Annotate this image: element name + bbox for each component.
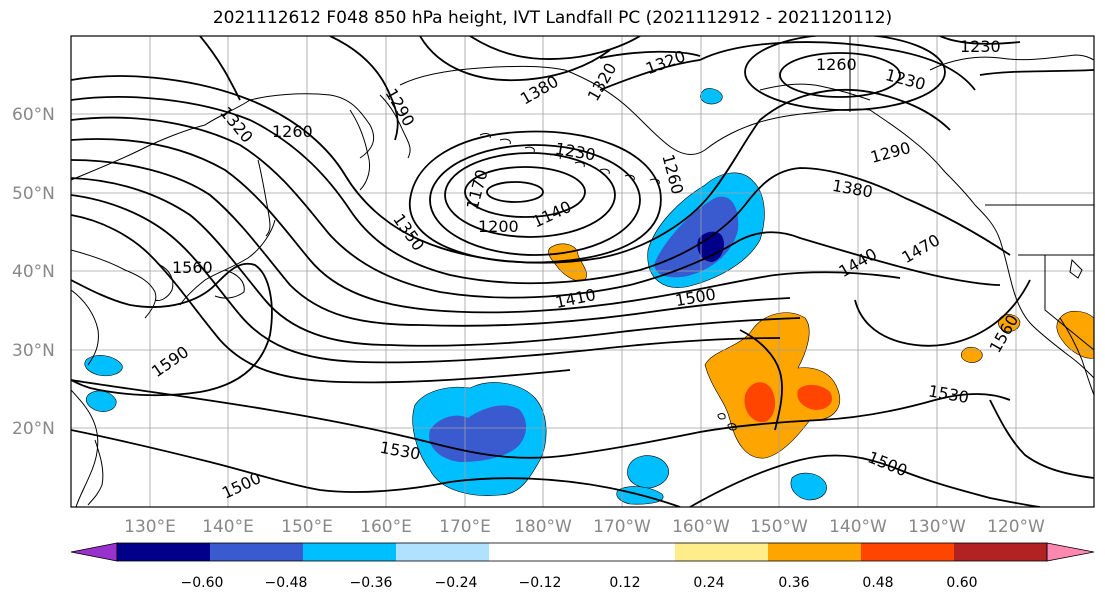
map-title: 2021112612 F048 850 hPa height, IVT Land… — [212, 8, 893, 28]
colorbar-tick-label: −0.24 — [435, 575, 478, 591]
lon-label: 120°W — [987, 517, 1045, 537]
map-frame — [70, 35, 1095, 508]
colorbar-tick-label: −0.48 — [265, 575, 308, 591]
lon-label: 170°E — [439, 517, 491, 537]
lon-label: 130°W — [908, 517, 966, 537]
colorbar-segment — [303, 543, 397, 561]
latitude-labels: 60°N 50°N 40°N 30°N 20°N — [12, 105, 55, 439]
colorbar-tick-labels: −0.60 −0.48 −0.36 −0.24 −0.12 0.12 0.24 … — [181, 575, 978, 591]
colorbar-frame — [116, 542, 1048, 562]
colorbar-tick-label: 0.24 — [693, 575, 724, 591]
contour-label: 1260 — [272, 122, 313, 141]
lon-label: 170°W — [593, 517, 651, 537]
colorbar-segment — [675, 543, 769, 561]
height-contours — [71, 36, 1094, 507]
contour-label: 1230 — [960, 37, 1001, 56]
colorbar-tick-label: 0.12 — [609, 575, 640, 591]
lon-label: 180°W — [514, 517, 572, 537]
lon-label: 140°E — [202, 517, 254, 537]
lon-label: 140°W — [829, 517, 887, 537]
colorbar-segment — [768, 543, 862, 561]
ivt-positive-patch-california-3 — [997, 314, 1021, 332]
ivt-negative-patch-south-3 — [790, 472, 827, 501]
colorbar-segment — [210, 543, 304, 561]
ivt-strong-negative-core — [697, 231, 724, 262]
lon-label: 150°E — [281, 517, 333, 537]
colorbar-tick-label: −0.36 — [350, 575, 393, 591]
lat-label: 40°N — [12, 262, 55, 282]
contour-label: 1260 — [816, 55, 857, 74]
ivt-positive-core-subtropical-2 — [797, 384, 833, 410]
lon-label: 150°W — [750, 517, 808, 537]
colorbar-segment — [582, 543, 676, 561]
colorbar-extension-low — [70, 542, 118, 562]
lon-label: 160°E — [360, 517, 412, 537]
ivt-positive-patch-california-2 — [960, 346, 983, 363]
colorbar-tick-label: 0.48 — [862, 575, 893, 591]
lat-label: 30°N — [12, 341, 55, 361]
colorbar-segment — [396, 543, 490, 561]
lat-label: 20°N — [12, 419, 55, 439]
colorbar-tick-label: 0.60 — [946, 575, 977, 591]
colorbar-segment — [489, 543, 583, 561]
colorbar — [70, 542, 1095, 562]
longitude-labels: 130°E 140°E 150°E 160°E 170°E 180°W 170°… — [124, 517, 1045, 537]
ivt-negative-patch-south — [627, 455, 669, 489]
colorbar-tick-label: 0.36 — [778, 575, 809, 591]
ivt-positive-region-subtropical — [704, 312, 840, 459]
colorbar-extension-high — [1046, 542, 1095, 562]
contour-label: 1200 — [478, 217, 519, 236]
ivt-negative-patch-west — [84, 355, 123, 377]
contour-label: 1560 — [172, 258, 213, 277]
colorbar-segment — [117, 543, 211, 561]
colorbar-segment — [954, 543, 1048, 561]
lon-label: 160°W — [672, 517, 730, 537]
lon-label: 130°E — [124, 517, 176, 537]
lat-label: 60°N — [12, 105, 55, 125]
colorbar-tick-label: −0.60 — [181, 575, 224, 591]
colorbar-tick-label: −0.12 — [519, 575, 562, 591]
ivt-positive-core-subtropical — [744, 382, 776, 423]
colorbar-segment — [861, 543, 955, 561]
lat-label: 50°N — [12, 184, 55, 204]
